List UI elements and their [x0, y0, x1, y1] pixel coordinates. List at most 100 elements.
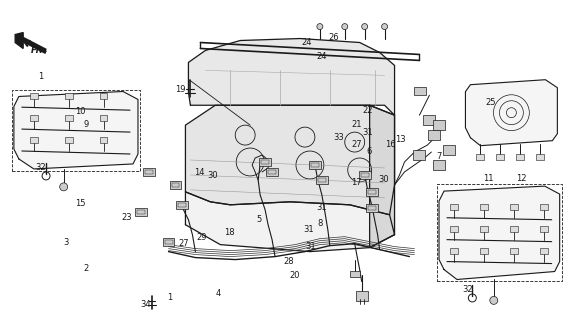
Bar — [366, 204, 377, 212]
Text: 31: 31 — [304, 225, 314, 234]
Text: 16: 16 — [385, 140, 396, 149]
Bar — [355, 292, 368, 301]
Text: 25: 25 — [485, 98, 496, 107]
Text: 15: 15 — [75, 199, 86, 208]
Text: 6: 6 — [366, 147, 372, 156]
Bar — [539, 248, 548, 253]
Bar — [368, 190, 376, 194]
Bar — [359, 171, 370, 179]
Text: 7: 7 — [436, 152, 442, 161]
Bar — [539, 226, 548, 232]
Bar — [163, 238, 174, 246]
Bar — [424, 115, 436, 125]
Text: 11: 11 — [483, 174, 494, 183]
Polygon shape — [189, 38, 395, 115]
Text: 5: 5 — [256, 215, 261, 224]
Bar — [361, 173, 369, 177]
Bar — [414, 87, 426, 95]
Bar — [477, 154, 484, 160]
Text: 19: 19 — [175, 85, 186, 94]
Bar — [99, 115, 107, 121]
Bar — [137, 210, 145, 214]
Bar — [65, 115, 73, 121]
Bar — [368, 206, 376, 210]
Text: 31: 31 — [317, 203, 327, 212]
Bar — [99, 137, 107, 143]
Polygon shape — [14, 92, 138, 169]
Text: 24: 24 — [302, 38, 312, 47]
Bar — [170, 181, 182, 189]
Text: 12: 12 — [516, 174, 526, 183]
Text: 8: 8 — [317, 219, 323, 228]
Bar — [12, 90, 140, 171]
Bar — [509, 226, 518, 232]
Circle shape — [362, 24, 368, 29]
Text: 27: 27 — [179, 239, 189, 248]
Text: 10: 10 — [75, 107, 86, 116]
Bar — [65, 93, 73, 99]
Text: 31: 31 — [305, 242, 316, 251]
Text: 18: 18 — [224, 228, 235, 237]
Text: 31: 31 — [362, 128, 373, 137]
Text: 27: 27 — [351, 140, 362, 149]
Bar — [480, 204, 488, 210]
Circle shape — [317, 24, 323, 29]
Bar — [366, 188, 377, 196]
Bar — [443, 145, 455, 155]
Bar — [539, 204, 548, 210]
Circle shape — [59, 183, 68, 191]
Circle shape — [381, 24, 388, 29]
Bar — [433, 120, 445, 130]
Circle shape — [342, 24, 348, 29]
Bar — [437, 184, 561, 282]
Bar — [143, 168, 155, 176]
Polygon shape — [466, 80, 557, 146]
Bar — [259, 158, 271, 166]
Bar — [414, 150, 425, 160]
Bar — [177, 201, 189, 209]
Bar — [266, 168, 278, 176]
Bar — [30, 137, 38, 143]
Bar — [311, 163, 319, 167]
Text: 32: 32 — [35, 164, 46, 172]
Bar — [178, 203, 186, 207]
Polygon shape — [439, 186, 560, 279]
Text: 30: 30 — [207, 171, 218, 180]
Bar — [318, 178, 326, 182]
Text: 14: 14 — [194, 168, 205, 177]
Bar — [480, 248, 488, 253]
Bar — [536, 154, 544, 160]
Text: 3: 3 — [63, 238, 68, 247]
Text: 21: 21 — [351, 120, 362, 129]
Text: 34: 34 — [141, 300, 151, 308]
Bar — [171, 183, 179, 187]
Bar — [145, 170, 152, 174]
Bar — [509, 248, 518, 253]
Text: 2: 2 — [84, 264, 89, 273]
Text: 22: 22 — [362, 106, 373, 115]
Bar — [65, 137, 73, 143]
Text: 33: 33 — [334, 132, 344, 141]
Text: 1: 1 — [167, 292, 172, 301]
Bar — [30, 93, 38, 99]
Text: 17: 17 — [351, 179, 362, 188]
Text: 4: 4 — [216, 289, 221, 298]
Bar — [516, 154, 524, 160]
Bar — [164, 240, 173, 244]
Polygon shape — [185, 192, 395, 252]
Bar — [450, 226, 458, 232]
Bar — [134, 208, 147, 216]
Polygon shape — [185, 105, 395, 215]
Text: 29: 29 — [196, 233, 207, 242]
Bar — [350, 270, 359, 277]
Bar — [480, 226, 488, 232]
Polygon shape — [15, 33, 23, 49]
Text: 1: 1 — [38, 72, 43, 81]
Bar — [450, 248, 458, 253]
Bar — [261, 160, 269, 164]
Bar — [496, 154, 504, 160]
Text: 23: 23 — [121, 213, 132, 222]
Bar — [268, 170, 276, 174]
Bar — [433, 160, 445, 170]
Text: 24: 24 — [317, 52, 327, 61]
